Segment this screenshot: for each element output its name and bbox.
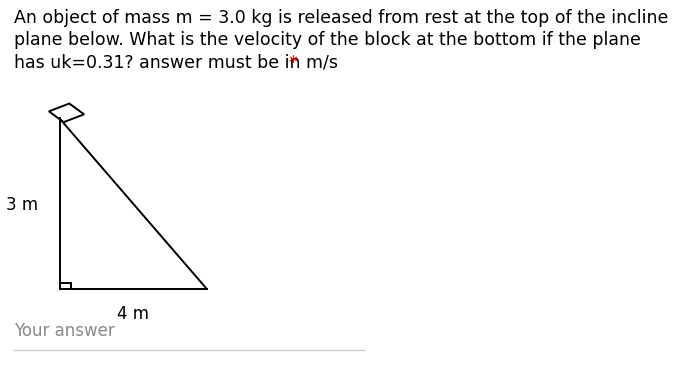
Text: plane below. What is the velocity of the block at the bottom if the plane: plane below. What is the velocity of the… [14,31,641,50]
Text: 3 m: 3 m [6,196,38,214]
Text: An object of mass m = 3.0 kg is released from rest at the top of the incline: An object of mass m = 3.0 kg is released… [14,9,668,27]
Text: *: * [288,54,297,72]
Text: Your answer: Your answer [14,322,115,340]
Text: 4 m: 4 m [117,305,149,323]
Text: has uk=0.31? answer must be in m/s: has uk=0.31? answer must be in m/s [14,54,344,72]
